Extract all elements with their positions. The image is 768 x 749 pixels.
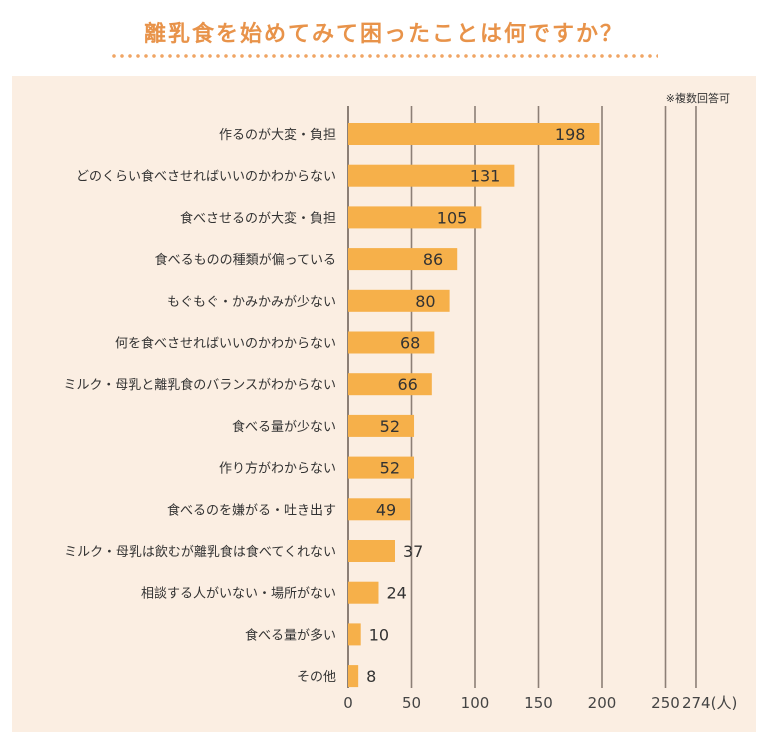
value-label: 37	[403, 542, 423, 561]
category-label: ミルク・母乳と離乳食のバランスがわからない	[64, 377, 336, 393]
bar	[348, 456, 415, 479]
bar	[348, 623, 361, 646]
value-label: 10	[369, 625, 389, 644]
value-labels: 198 131 105 86 80 68 66 52 52 49 37 24 10 8	[366, 125, 585, 686]
bar	[348, 123, 600, 145]
multiple-answer-note: ※複数回答可	[665, 92, 730, 105]
x-tick-label: 100	[461, 694, 490, 712]
bar	[348, 164, 515, 187]
category-label: 何を食べさせればいいのかわからない	[115, 336, 336, 352]
category-label: 食べさせるのが大変・負担	[180, 210, 336, 226]
category-label: もぐもぐ・かみかみが少ない	[167, 295, 336, 310]
category-label: 食べるのを嫌がる・吐き出す	[167, 502, 336, 518]
category-label: 食べる量が少ない	[232, 419, 336, 435]
bar	[348, 540, 395, 562]
bar	[348, 665, 359, 688]
bar	[348, 248, 458, 271]
grid-lines	[347, 106, 697, 688]
value-label: 66	[397, 375, 417, 394]
value-label: 198	[555, 125, 586, 144]
value-label: 68	[400, 334, 420, 353]
x-tick-labels: 0 50 100 150 200 250 274(人)	[343, 694, 737, 712]
value-label: 24	[386, 584, 406, 603]
value-label: 49	[376, 500, 396, 519]
category-label: ミルク・母乳は飲むが離乳食は食べてくれない	[64, 544, 336, 560]
bar	[348, 498, 411, 521]
category-label: 作り方がわからない	[219, 461, 336, 477]
x-tick-label: 0	[343, 694, 353, 712]
value-label: 8	[366, 667, 376, 686]
title-dotted-underline	[110, 54, 658, 58]
value-label: 52	[380, 417, 400, 436]
category-labels: 作るのが大変・負担どのくらい食べさせればいいのかわからない食べさせるのが大変・負…	[64, 127, 336, 685]
value-label: 105	[437, 208, 468, 227]
category-label: 食べる量が多い	[245, 627, 336, 643]
category-label: 相談する人がいない・場所がない	[141, 586, 336, 602]
bar	[348, 373, 432, 396]
value-label: 86	[423, 250, 443, 269]
x-tick-label: 50	[402, 694, 421, 712]
bar	[348, 289, 450, 312]
bar	[348, 331, 435, 354]
x-tick-label: 200	[588, 694, 617, 712]
bar	[348, 581, 379, 604]
x-tick-label: 150	[524, 694, 553, 712]
value-label: 52	[380, 459, 400, 478]
bar	[348, 414, 415, 437]
bars	[348, 123, 600, 688]
x-tick-label: 274(人)	[682, 694, 737, 712]
category-label: 作るのが大変・負担	[219, 127, 336, 143]
chart-title: 離乳食を始めてみて困ったことは何ですか？	[143, 22, 624, 47]
x-tick-label: 250	[651, 694, 680, 712]
value-label: 80	[415, 292, 435, 311]
value-label: 131	[470, 167, 501, 186]
category-label: その他	[297, 670, 336, 685]
category-label: どのくらい食べさせればいいのかわからない	[76, 169, 336, 185]
category-label: 食べるものの種類が偏っている	[155, 252, 336, 268]
bar	[348, 206, 482, 229]
